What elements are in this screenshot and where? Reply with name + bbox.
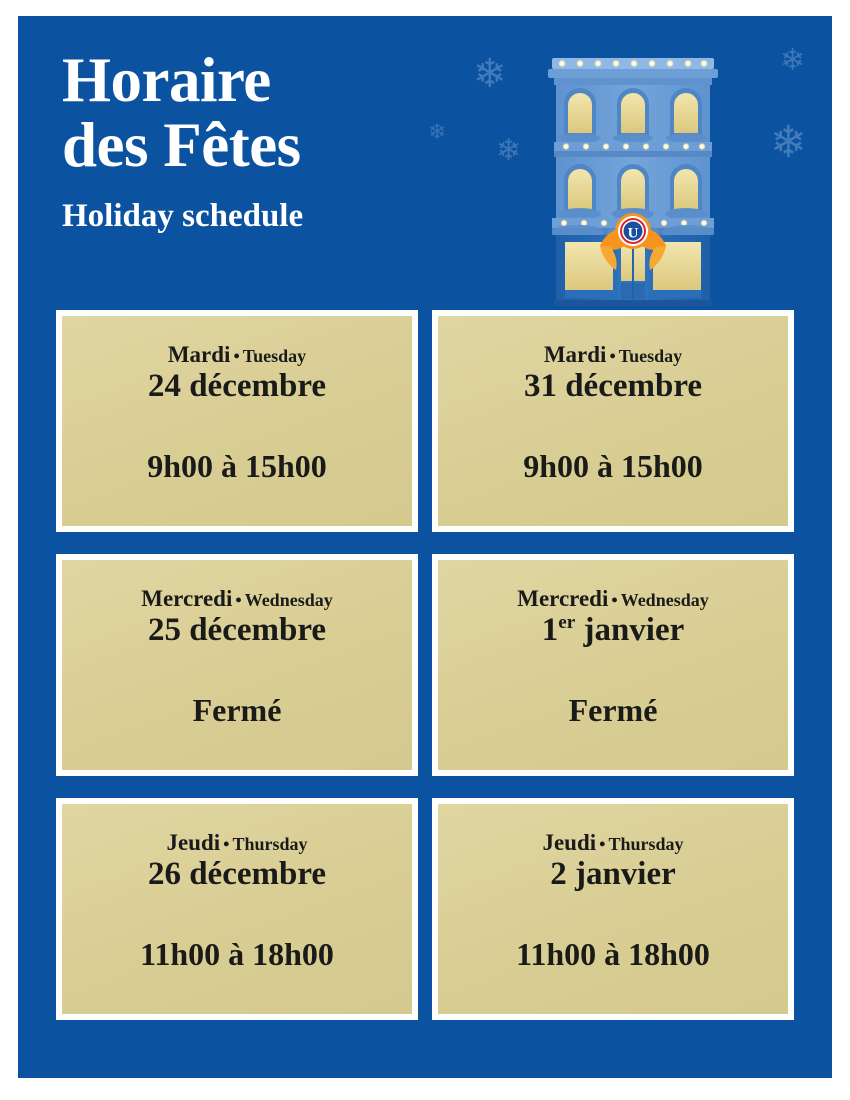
schedule-card-date: 25 décembre (147, 612, 327, 649)
schedule-card-date: 1er janvier (542, 612, 685, 649)
middle-garland (559, 208, 707, 220)
schedule-card: Mardi • Tuesday 31 décembre 9h00 à 15h00 (432, 310, 794, 532)
schedule-card-body: Mardi • Tuesday 24 décembre 9h00 à 15h00 (62, 316, 412, 526)
date-number: 1 (541, 612, 559, 649)
day-separator-dot: • (611, 590, 618, 610)
day-separator-dot: • (609, 346, 616, 366)
schedule-card-day: Mercredi • Wednesday (517, 586, 708, 611)
day-name-fr: Jeudi (542, 830, 597, 855)
day-separator-dot: • (233, 346, 240, 366)
schedule-card-day: Mardi • Tuesday (168, 342, 306, 367)
day-name-fr: Mardi (543, 342, 607, 367)
schedule-card: Mercredi • Wednesday 1er janvier Fermé (432, 554, 794, 776)
snowflake-icon: ❄ (428, 119, 447, 144)
middle-floor-windows (564, 164, 702, 212)
day-separator-dot: • (235, 590, 242, 610)
schedule-card-body: Jeudi • Thursday 2 janvier 11h00 à 18h00 (438, 804, 788, 1014)
day-name-fr: Mardi (167, 342, 231, 367)
schedule-card: Mardi • Tuesday 24 décembre 9h00 à 15h00 (56, 310, 418, 532)
day-separator-dot: • (599, 834, 606, 854)
snowflake-icon: ❄ (770, 118, 807, 167)
schedule-card-date: 24 décembre (147, 368, 327, 405)
schedule-card-hours: 9h00 à 15h00 (523, 447, 703, 484)
day-separator-dot: • (223, 834, 230, 854)
ribbon-medallion: U (600, 213, 666, 270)
schedule-card-body: Mardi • Tuesday 31 décembre 9h00 à 15h00 (438, 316, 788, 526)
day-name-fr: Mercredi (141, 586, 233, 611)
schedule-card-date: 2 janvier (550, 856, 676, 893)
schedule-card-hours: 9h00 à 15h00 (147, 447, 327, 484)
day-name-en: Tuesday (242, 346, 307, 366)
storefront-building-illustration: U (538, 30, 728, 308)
schedule-grid: Mardi • Tuesday 24 décembre 9h00 à 15h00 Mard… (56, 310, 794, 1020)
upper-floor-windows (564, 88, 702, 136)
schedule-card-day: Mercredi • Wednesday (141, 586, 332, 611)
day-name-en: Thursday (608, 834, 684, 854)
schedule-card-date: 26 décembre (147, 856, 327, 893)
day-name-en: Wednesday (620, 590, 709, 610)
schedule-card-closed-status: Fermé (192, 691, 282, 728)
schedule-card-day: Mardi • Tuesday (544, 342, 682, 367)
schedule-card-body: Mercredi • Wednesday 1er janvier Fermé (438, 560, 788, 770)
date-ordinal-suffix: er (558, 612, 576, 634)
schedule-card-date: 31 décembre (523, 368, 703, 405)
date-month: janvier (575, 612, 685, 649)
upper-garland (560, 133, 706, 143)
schedule-card-hours: 11h00 à 18h00 (140, 935, 334, 972)
poster-heading: Horaire des Fêtes Holiday schedule (62, 34, 482, 235)
day-name-en: Thursday (232, 834, 308, 854)
mid-string-lights (562, 143, 706, 150)
day-name-fr: Jeudi (166, 830, 221, 855)
schedule-card-day: Jeudi • Thursday (542, 830, 683, 855)
schedule-card-body: Jeudi • Thursday 26 décembre 11h00 à 18h00 (62, 804, 412, 1014)
snowflake-icon: ❄ (496, 134, 522, 167)
schedule-card: Mercredi • Wednesday 25 décembre Fermé (56, 554, 418, 776)
page-title-line-2: des Fêtes (62, 109, 301, 180)
page-title-line-1: Horaire (62, 45, 271, 115)
day-name-en: Wednesday (244, 590, 333, 610)
holiday-schedule-poster: ❄ ❄ ❄ ❄ ❄ Horaire des Fêtes Holiday schedule (18, 16, 832, 1078)
schedule-card-hours: 11h00 à 18h00 (516, 935, 710, 972)
day-name-en: Tuesday (618, 346, 683, 366)
schedule-card: Jeudi • Thursday 26 décembre 11h00 à 18h00 (56, 798, 418, 1020)
snowflake-icon: ❄ (473, 51, 507, 96)
day-name-fr: Mercredi (517, 586, 609, 611)
schedule-card: Jeudi • Thursday 2 janvier 11h00 à 18h00 (432, 798, 794, 1020)
snowflake-icon: ❄ (780, 44, 806, 77)
schedule-card-closed-status: Fermé (568, 691, 658, 728)
schedule-card-day: Jeudi • Thursday (166, 830, 307, 855)
schedule-card-body: Mercredi • Wednesday 25 décembre Fermé (62, 560, 412, 770)
logo-letter: U (628, 226, 639, 242)
roof-string-lights (558, 59, 708, 68)
page-subtitle: Holiday schedule (62, 197, 304, 234)
